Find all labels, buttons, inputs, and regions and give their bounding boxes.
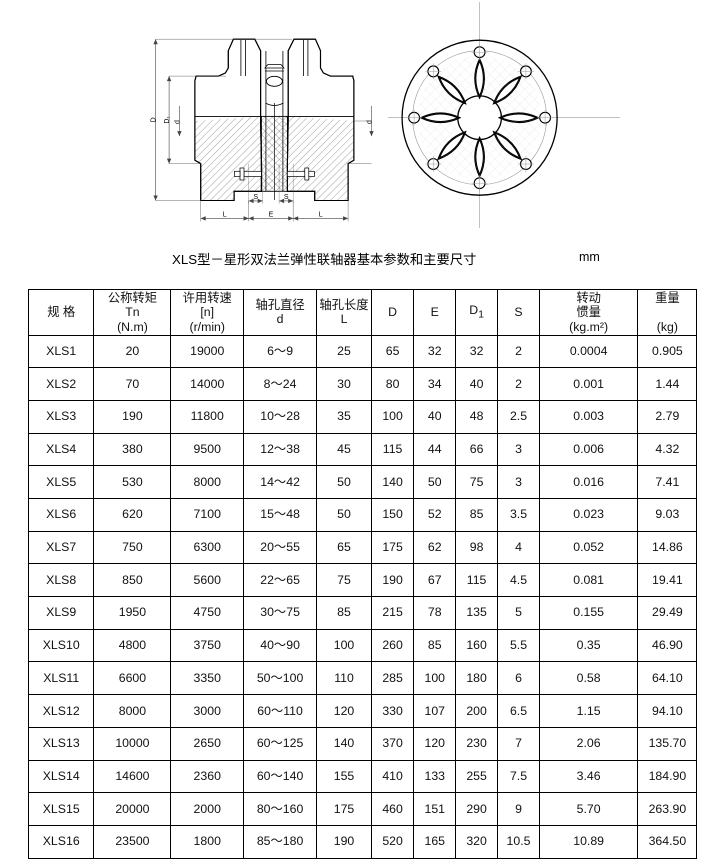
svg-text:d: d (367, 120, 374, 124)
svg-text:d: d (174, 120, 181, 124)
svg-text:D₁: D₁ (164, 116, 171, 124)
svg-text:E: E (269, 211, 274, 218)
svg-text:L: L (223, 211, 227, 218)
svg-text:L: L (319, 211, 323, 218)
svg-text:S: S (253, 194, 258, 201)
svg-text:S: S (284, 194, 289, 201)
svg-text:D: D (151, 117, 158, 122)
